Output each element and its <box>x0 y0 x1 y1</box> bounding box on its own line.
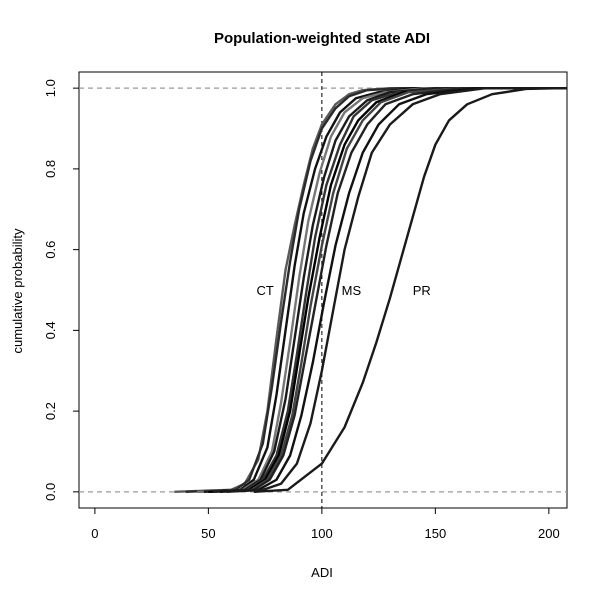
x-tick-label-1: 50 <box>201 526 215 541</box>
x-tick-label-4: 200 <box>538 526 560 541</box>
y-tick-label-1: 0.2 <box>43 402 58 420</box>
x-tick-label-0: 0 <box>91 526 98 541</box>
ecdf-line-5 <box>208 86 567 494</box>
ecdf-line-3 <box>196 86 567 494</box>
annotation-ms: MS <box>342 283 362 298</box>
x-axis-label: ADI <box>311 565 333 580</box>
y-tick-label-4: 0.8 <box>43 160 58 178</box>
plot-area <box>78 71 568 509</box>
ecdf-line-6 <box>208 86 567 494</box>
plot-frame <box>78 71 568 509</box>
x-tick-label-3: 150 <box>425 526 447 541</box>
y-tick-label-5: 1.0 <box>43 79 58 97</box>
ecdf-line-1 <box>185 86 567 494</box>
ecdf-line-4 <box>203 86 567 494</box>
y-axis-label: cumulative probability <box>10 228 25 354</box>
ecdf-line-2 <box>196 86 567 494</box>
y-tick-label-3: 0.6 <box>43 241 58 259</box>
ecdf-line-11 <box>253 86 561 494</box>
annotation-ct: CT <box>256 283 273 298</box>
annotation-pr: PR <box>413 283 431 298</box>
ecdf-line-7 <box>212 86 567 494</box>
annotations: CT MS PR <box>256 283 430 298</box>
series-group <box>174 86 567 494</box>
ecdf-line-8 <box>212 86 567 494</box>
ecdf-line-0 <box>174 86 567 494</box>
axis-ticks: 0 50 100 150 200 0.0 0.2 0.4 0.6 0.8 1.0 <box>43 79 560 541</box>
ecdf-line-10 <box>226 86 567 494</box>
ecdf-line-9 <box>219 86 567 494</box>
y-tick-label-2: 0.4 <box>43 321 58 339</box>
chart-title: Population-weighted state ADI <box>214 30 430 47</box>
y-tick-label-0: 0.0 <box>43 483 58 501</box>
x-tick-label-2: 100 <box>311 526 333 541</box>
